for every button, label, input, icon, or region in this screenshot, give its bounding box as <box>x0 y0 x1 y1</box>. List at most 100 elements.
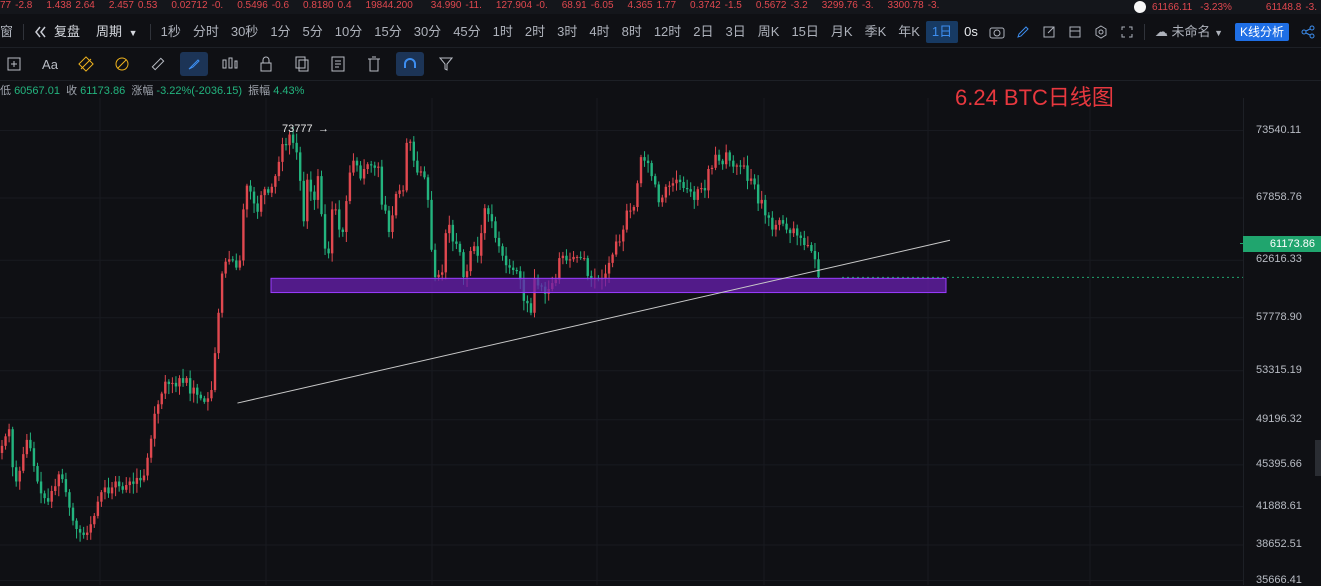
candle-body <box>792 228 795 234</box>
ticker-item[interactable]: 127.904 -0. <box>496 0 548 12</box>
restore-button[interactable]: 复盘 <box>54 24 81 39</box>
ticker-item[interactable]: 3300.78 -3. <box>888 0 940 12</box>
camera-icon[interactable] <box>986 21 1008 43</box>
candle-body <box>430 199 433 250</box>
ticker-right-percent: -3.23% <box>1200 1 1232 13</box>
kline-analysis-button[interactable]: K线分析 <box>1235 23 1290 41</box>
candle-body <box>448 224 451 234</box>
fullscreen-icon[interactable] <box>1116 21 1138 43</box>
add-tool-icon[interactable] <box>0 52 28 76</box>
candle-body <box>228 259 231 262</box>
ticker-item[interactable]: 68.91 -6.05 <box>562 0 614 12</box>
magnet-tool-icon[interactable] <box>396 52 424 76</box>
interval-tab[interactable]: 1时 <box>492 24 513 39</box>
candle-body <box>678 179 682 183</box>
pencil-icon[interactable] <box>1012 21 1034 43</box>
fib-tool-icon[interactable] <box>72 52 100 76</box>
window-button[interactable]: 窗 <box>0 24 14 39</box>
interval-tab[interactable]: 1日 <box>925 21 959 43</box>
interval-tab[interactable]: 15分 <box>374 24 402 39</box>
ruler-tool-icon[interactable] <box>144 52 172 76</box>
candlestick-chart[interactable]: 73777 → <box>0 98 1243 585</box>
amplitude-value: 4.43% <box>273 85 305 97</box>
candle-body <box>217 312 220 354</box>
current-price-tick <box>1240 243 1245 244</box>
period-button[interactable]: 周期 ▼ <box>88 21 146 43</box>
brush-tool-icon[interactable] <box>180 52 208 76</box>
interval-tab[interactable]: 3日 <box>725 24 746 39</box>
interval-tab[interactable]: 30秒 <box>230 24 259 39</box>
interval-tab[interactable]: 2时 <box>524 24 546 39</box>
ticker-right[interactable]: 61166.11 -3.23% 61148.8 -3. <box>1130 0 1321 14</box>
note-tool-icon[interactable] <box>324 52 352 76</box>
candle-body <box>771 217 774 230</box>
interval-tab[interactable]: 季K <box>864 24 887 39</box>
ticker-item[interactable]: 3299.76 -3. <box>822 0 874 12</box>
ticker-item[interactable]: 34.990 -11. <box>431 0 482 12</box>
ticker-strip: 77 -2.8 1.438 2.64 2.457 0.53 0.02712 -0. 0.5496… <box>0 0 1321 14</box>
ticker-item[interactable]: 0.5496 -0.6 <box>237 0 289 12</box>
ticker-item[interactable]: 77 -2.8 <box>0 0 32 12</box>
interval-tab[interactable]: 15日 <box>791 24 819 39</box>
ticker-item[interactable]: 2.457 0.53 <box>109 0 158 12</box>
price-tick-label: 45395.66 <box>1256 457 1302 470</box>
candle-body <box>0 445 4 453</box>
candle-tool-icon[interactable] <box>216 52 244 76</box>
candle-body <box>728 152 731 161</box>
candle-body <box>767 215 770 218</box>
interval-tab[interactable]: 分时 <box>192 24 219 39</box>
scroll-handle[interactable] <box>1315 440 1321 476</box>
candle-body <box>86 532 89 535</box>
candle-body <box>43 493 46 499</box>
countdown-button[interactable]: 0s <box>964 24 978 39</box>
settings-icon[interactable] <box>1090 21 1112 43</box>
candle-body <box>213 353 217 390</box>
candle-body <box>682 182 685 189</box>
copy-tool-icon[interactable] <box>288 52 316 76</box>
candle-body <box>515 269 518 272</box>
candle-body <box>725 152 728 165</box>
candle-body <box>61 474 64 480</box>
candle-body <box>433 249 437 278</box>
share-icon[interactable] <box>1297 21 1319 43</box>
price-axis[interactable]: 73540.11 67858.76 62616.33 57778.90 53315.19… <box>1243 98 1321 586</box>
interval-tab[interactable]: 3时 <box>557 24 578 39</box>
candle-body <box>604 273 607 279</box>
ticker-item[interactable]: 0.3742 -1.5 <box>690 0 742 12</box>
ticker-item[interactable]: 1.438 2.64 <box>46 0 95 12</box>
ticker-item[interactable]: 0.5672 -3.2 <box>756 0 808 12</box>
candle-body <box>572 256 575 260</box>
arrow-right-icon: → <box>318 123 329 135</box>
ticker-item[interactable]: 19844.200 <box>366 0 417 12</box>
interval-tab[interactable]: 5分 <box>302 24 323 39</box>
interval-tab[interactable]: 月K <box>830 24 853 39</box>
interval-tab[interactable]: 4时 <box>589 24 610 39</box>
popout-icon[interactable] <box>1038 21 1060 43</box>
interval-tab[interactable]: 10分 <box>334 24 363 39</box>
ticker-item[interactable]: 4.365 1.77 <box>628 0 677 12</box>
interval-tab[interactable]: 1分 <box>270 24 291 39</box>
ticker-item[interactable]: 0.8180 0.4 <box>303 0 352 12</box>
text-tool-icon[interactable]: Aa <box>42 56 58 72</box>
layout-icon[interactable] <box>1064 21 1086 43</box>
candle-body <box>249 185 252 192</box>
ohlc-info: 低 60567.01 收 61173.86 涨幅 -3.22%(-2036.15… <box>0 82 304 98</box>
delete-tool-icon[interactable] <box>360 52 388 76</box>
interval-tab[interactable]: 年K <box>898 24 920 39</box>
lock-tool-icon[interactable] <box>252 52 280 76</box>
interval-tab[interactable]: 1秒 <box>160 24 181 39</box>
interval-tab[interactable]: 30分 <box>413 24 442 39</box>
layout-name-button[interactable]: ☁ 未命名 ▼ <box>1149 21 1229 43</box>
restore-icon[interactable] <box>30 21 52 43</box>
interval-tab[interactable]: 12时 <box>653 24 682 39</box>
filter-tool-icon[interactable] <box>432 52 460 76</box>
pattern-tool-icon[interactable] <box>108 52 136 76</box>
candle-body <box>654 176 657 185</box>
candle-body <box>185 378 188 383</box>
interval-tab[interactable]: 45分 <box>453 24 481 39</box>
interval-tab[interactable]: 8时 <box>621 24 642 39</box>
interval-tab[interactable]: 2日 <box>693 24 714 39</box>
ticker-item[interactable]: 0.02712 -0. <box>171 0 223 12</box>
candle-body <box>89 524 92 533</box>
interval-tab[interactable]: 周K <box>757 24 780 39</box>
